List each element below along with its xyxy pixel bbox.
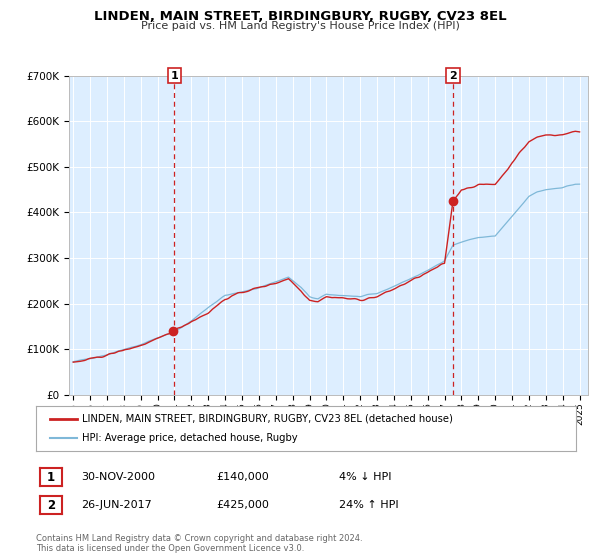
Text: LINDEN, MAIN STREET, BIRDINGBURY, RUGBY, CV23 8EL (detached house): LINDEN, MAIN STREET, BIRDINGBURY, RUGBY,… [82, 413, 453, 423]
Text: HPI: Average price, detached house, Rugby: HPI: Average price, detached house, Rugb… [82, 433, 298, 444]
Text: 4% ↓ HPI: 4% ↓ HPI [339, 472, 391, 482]
Text: This data is licensed under the Open Government Licence v3.0.: This data is licensed under the Open Gov… [36, 544, 304, 553]
Text: £425,000: £425,000 [216, 500, 269, 510]
Text: 26-JUN-2017: 26-JUN-2017 [81, 500, 152, 510]
Text: £140,000: £140,000 [216, 472, 269, 482]
Text: Price paid vs. HM Land Registry's House Price Index (HPI): Price paid vs. HM Land Registry's House … [140, 21, 460, 31]
Text: 24% ↑ HPI: 24% ↑ HPI [339, 500, 398, 510]
Text: 2: 2 [449, 71, 457, 81]
Text: 1: 1 [170, 71, 178, 81]
Text: 2: 2 [47, 498, 55, 512]
Text: LINDEN, MAIN STREET, BIRDINGBURY, RUGBY, CV23 8EL: LINDEN, MAIN STREET, BIRDINGBURY, RUGBY,… [94, 10, 506, 23]
Text: Contains HM Land Registry data © Crown copyright and database right 2024.: Contains HM Land Registry data © Crown c… [36, 534, 362, 543]
Text: 30-NOV-2000: 30-NOV-2000 [81, 472, 155, 482]
Text: 1: 1 [47, 470, 55, 484]
